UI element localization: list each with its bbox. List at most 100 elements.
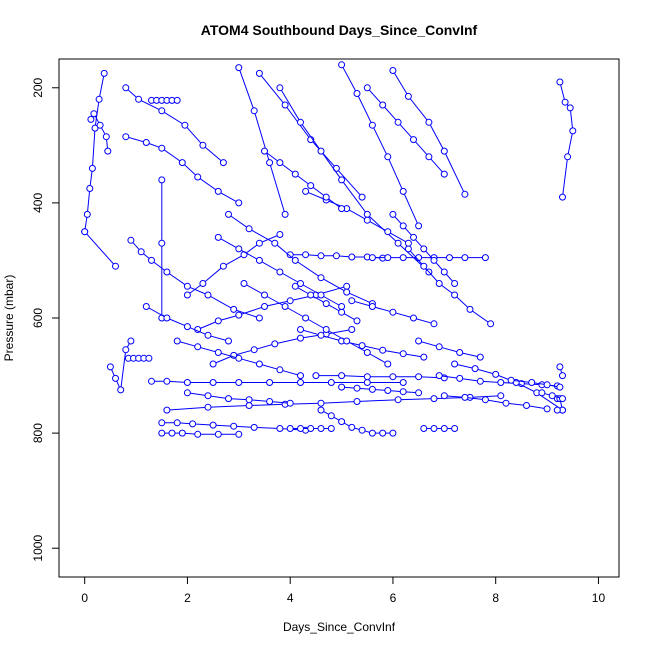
series-line: [511, 379, 560, 388]
data-point: [255, 360, 263, 368]
series-39: [556, 78, 577, 201]
data-point: [178, 429, 186, 437]
data-point: [271, 340, 279, 348]
data-point: [83, 210, 91, 218]
data-point: [173, 96, 181, 104]
data-point: [384, 153, 392, 161]
data-point: [430, 395, 438, 403]
series-18: [255, 69, 366, 201]
series-line: [366, 87, 445, 175]
data-point: [389, 67, 397, 74]
series-line: [341, 64, 420, 227]
data-point: [404, 239, 412, 247]
series-5: [122, 133, 243, 207]
data-point: [556, 78, 564, 86]
chart-title: ATOM4 Southbound Days_Since_ConvInf: [201, 22, 478, 38]
data-point: [394, 396, 402, 404]
data-point: [363, 379, 371, 386]
data-point: [368, 303, 376, 310]
data-point: [240, 280, 248, 287]
data-point: [225, 210, 232, 218]
data-point: [471, 365, 479, 373]
data-point: [183, 389, 191, 397]
data-point: [415, 389, 423, 397]
data-point: [389, 373, 397, 381]
data-point: [523, 402, 530, 409]
data-point: [181, 121, 189, 129]
data-point: [487, 320, 495, 328]
series-16: [209, 326, 356, 368]
x-tick-label: 2: [184, 591, 191, 605]
data-point: [404, 92, 412, 100]
data-point: [497, 379, 505, 386]
data-point: [430, 425, 438, 432]
data-point: [266, 379, 274, 386]
data-point: [358, 342, 366, 350]
data-point: [148, 256, 155, 264]
data-point: [127, 337, 135, 345]
series-20: [286, 251, 387, 262]
data-point: [199, 141, 207, 149]
data-point: [379, 346, 387, 354]
data-point: [322, 300, 330, 308]
data-point: [481, 396, 489, 404]
data-point: [317, 147, 325, 155]
data-point: [245, 402, 253, 409]
series-line: [418, 340, 481, 358]
data-point: [297, 334, 304, 342]
data-point: [394, 239, 402, 247]
data-point: [481, 254, 489, 262]
x-tick-label: 8: [492, 591, 499, 605]
data-point: [302, 251, 310, 259]
data-point: [286, 399, 294, 407]
data-point: [96, 121, 104, 129]
data-point: [90, 110, 98, 118]
data-point: [561, 98, 569, 106]
series-46: [183, 389, 294, 407]
data-point: [399, 350, 407, 358]
data-point: [384, 360, 392, 368]
data-point: [353, 384, 361, 392]
data-point: [235, 199, 243, 207]
data-point: [86, 185, 94, 192]
data-point: [338, 205, 346, 213]
data-point: [122, 133, 130, 141]
series-27: [338, 61, 423, 230]
data-point: [317, 291, 325, 299]
series-32: [435, 372, 561, 390]
series-line: [315, 375, 445, 379]
data-point: [451, 425, 459, 432]
data-point: [312, 372, 320, 380]
data-point: [230, 305, 238, 313]
series-8: [106, 337, 135, 394]
series-line: [408, 248, 491, 325]
data-point: [543, 381, 551, 389]
data-point: [255, 69, 263, 77]
data-point: [291, 282, 299, 290]
data-point: [358, 193, 366, 201]
data-point: [81, 228, 89, 236]
data-point: [348, 423, 356, 431]
series-29: [389, 67, 469, 198]
data-point: [276, 268, 284, 276]
data-point: [250, 346, 258, 354]
data-point: [271, 239, 279, 247]
data-point: [245, 396, 253, 404]
plot-frame: [58, 58, 620, 578]
data-point: [353, 398, 361, 405]
data-point: [307, 291, 315, 299]
series-42: [240, 280, 392, 368]
data-point: [492, 370, 500, 378]
data-point: [183, 291, 191, 299]
data-point: [559, 395, 566, 403]
series-33: [440, 392, 551, 413]
data-point: [353, 317, 361, 325]
data-point: [214, 349, 222, 356]
data-point: [389, 210, 397, 218]
data-point: [297, 118, 304, 126]
data-point: [291, 170, 299, 178]
data-point: [399, 254, 407, 262]
data-point: [404, 245, 412, 253]
data-point: [461, 190, 469, 198]
data-point: [307, 425, 315, 432]
